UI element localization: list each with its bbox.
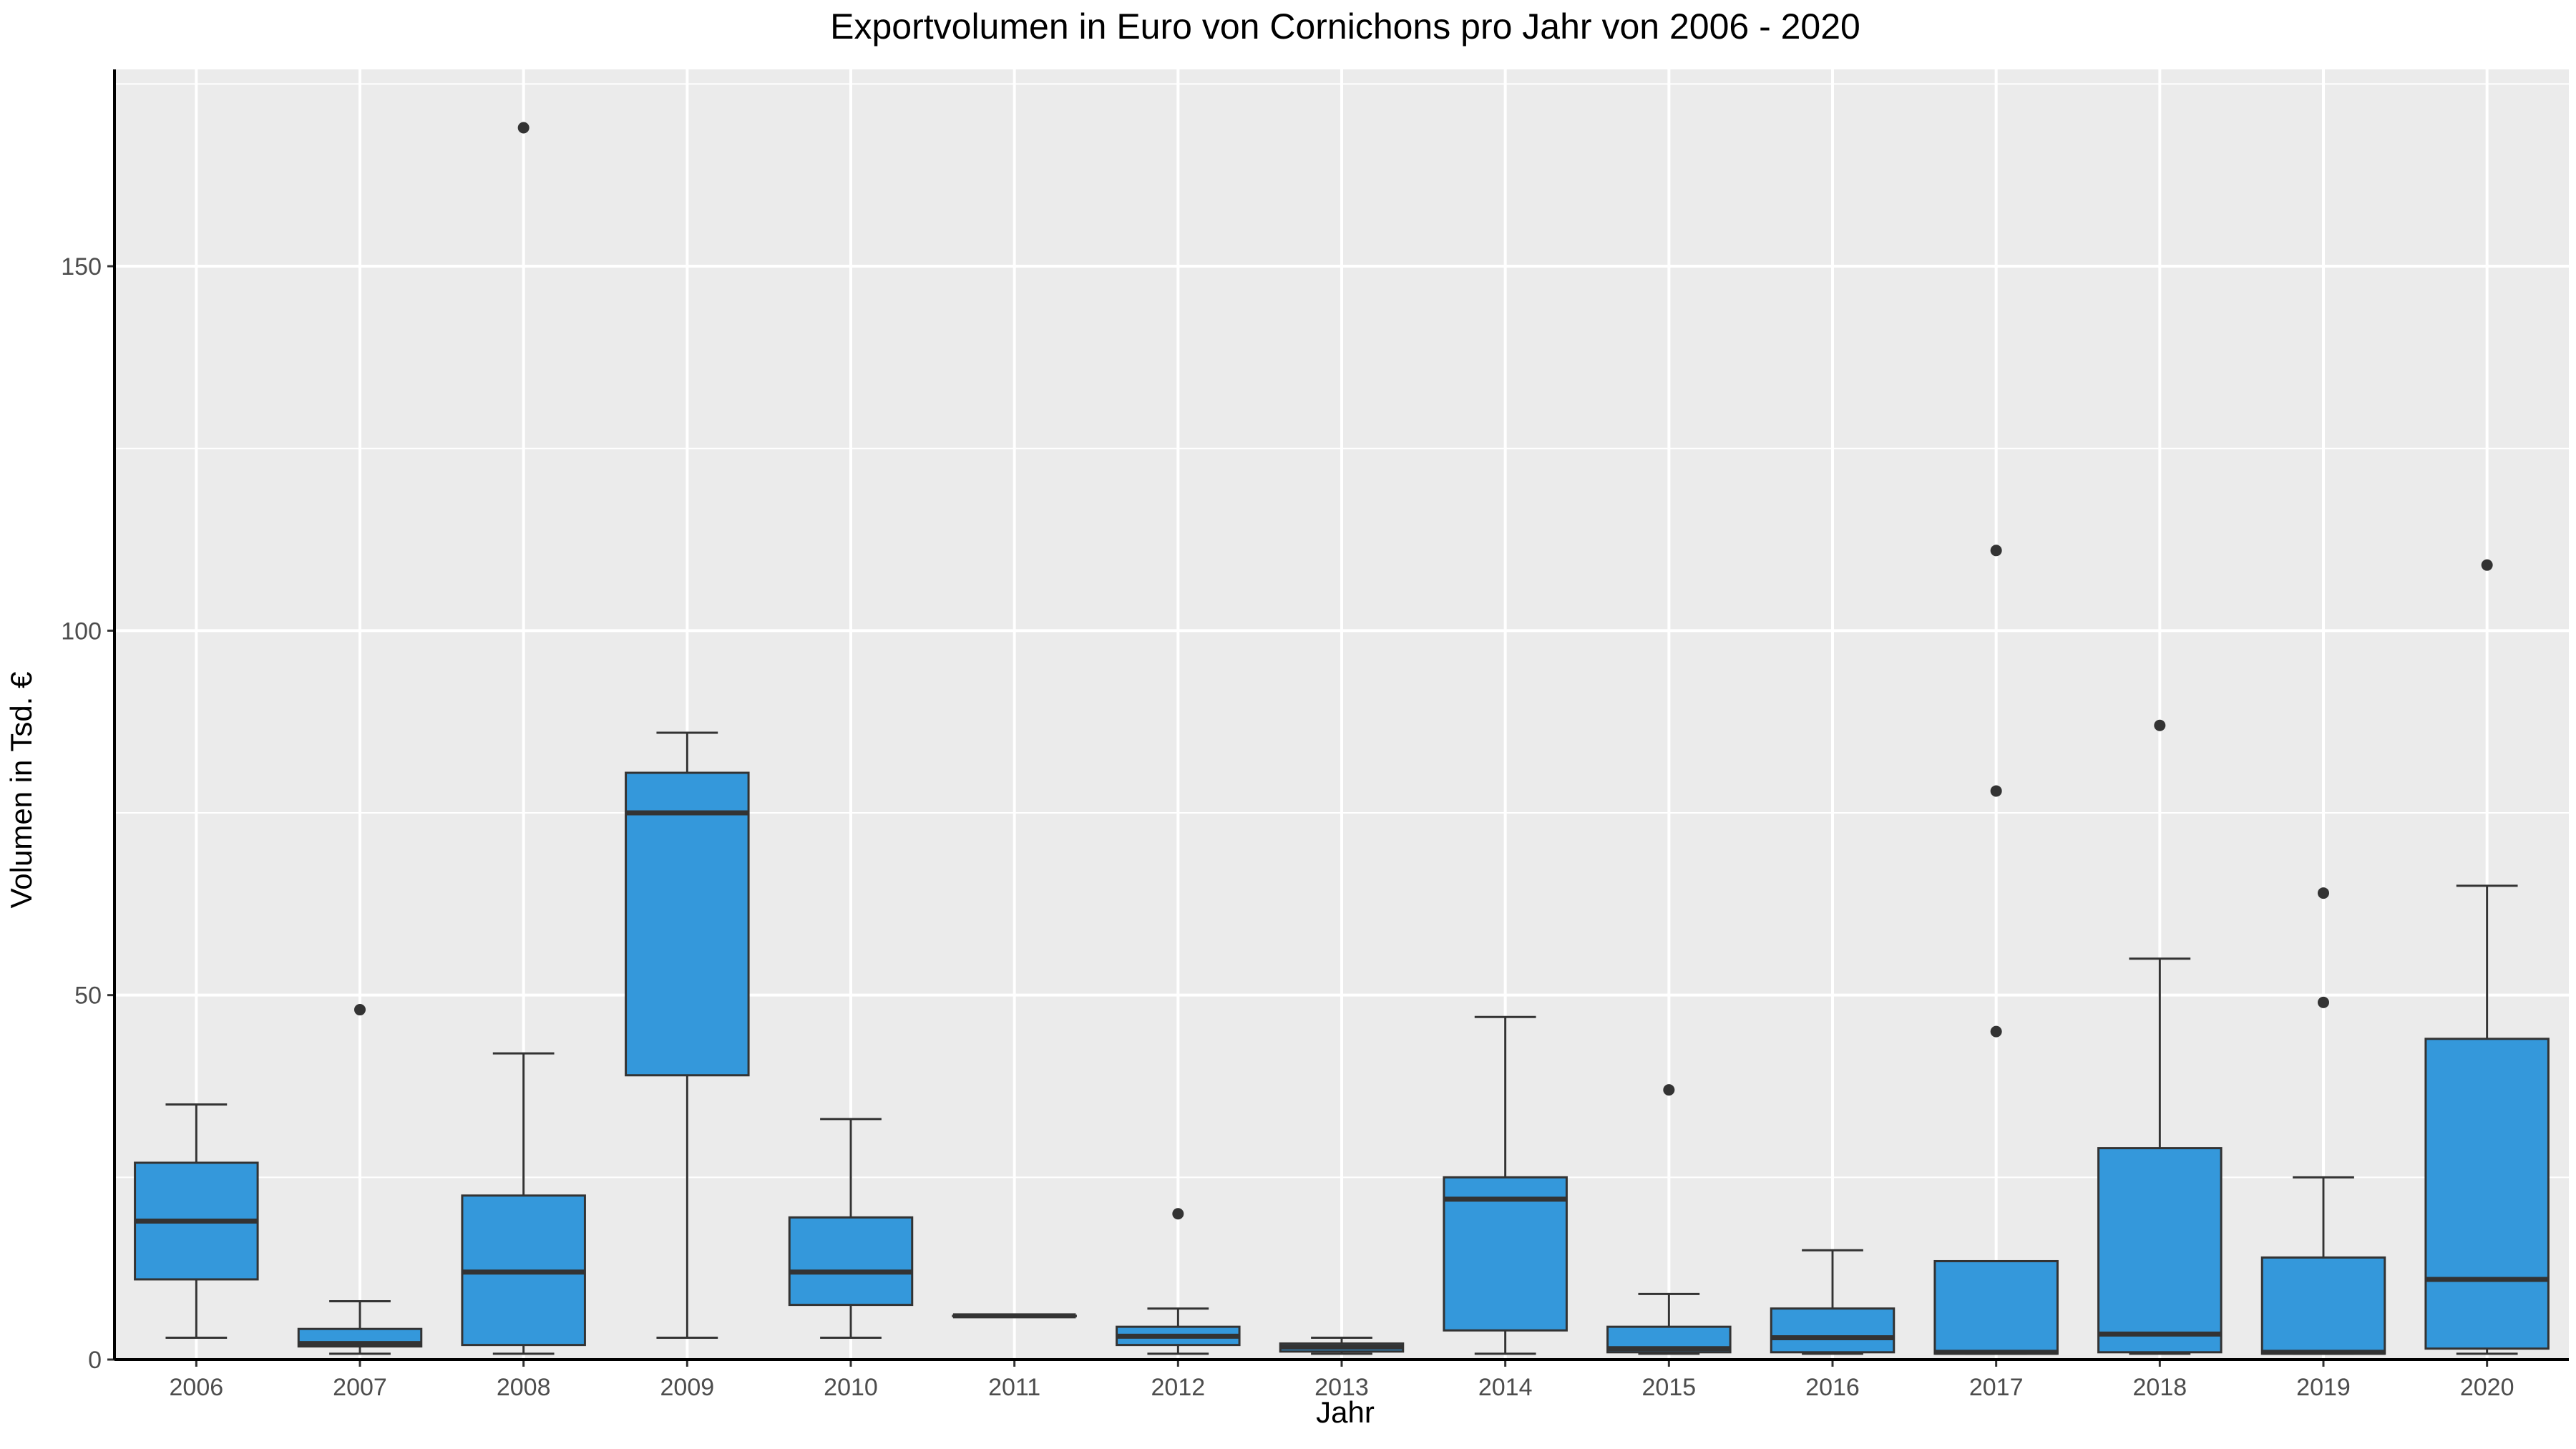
y-tick-label: 150 — [61, 253, 102, 280]
x-tick-label: 2016 — [1805, 1374, 1860, 1401]
x-tick-label: 2015 — [1642, 1374, 1697, 1401]
chart-title: Exportvolumen in Euro von Cornichons pro… — [830, 6, 1860, 47]
x-tick-label: 2007 — [333, 1374, 387, 1401]
box-2014 — [1443, 1176, 1568, 1332]
outlier-point — [2481, 559, 2493, 571]
box-2009 — [625, 771, 750, 1077]
x-tick-label: 2011 — [988, 1374, 1040, 1401]
y-tick-label: 0 — [88, 1347, 102, 1374]
box-2016 — [1770, 1307, 1896, 1354]
box-2017 — [1933, 1259, 2059, 1355]
outlier-point — [2318, 996, 2329, 1008]
x-tick-label: 2009 — [660, 1374, 715, 1401]
x-tick-label: 2019 — [2296, 1374, 2351, 1401]
x-tick-label: 2008 — [497, 1374, 551, 1401]
outlier-point — [2318, 887, 2329, 899]
x-tick-label: 2006 — [170, 1374, 224, 1401]
x-tick-label: 2014 — [1478, 1374, 1533, 1401]
x-tick-label: 2017 — [1969, 1374, 2024, 1401]
outlier-point — [1172, 1208, 1184, 1220]
y-tick-label: 100 — [61, 618, 102, 645]
outlier-point — [1990, 785, 2002, 797]
outlier-point — [2154, 719, 2166, 731]
x-tick-label: 2012 — [1151, 1374, 1206, 1401]
outlier-point — [1663, 1084, 1675, 1096]
x-tick-label: 2013 — [1314, 1374, 1369, 1401]
box-2020 — [2424, 1038, 2550, 1350]
x-tick-label: 2010 — [824, 1374, 878, 1401]
outlier-point — [1990, 1025, 2002, 1038]
outlier-point — [517, 122, 530, 134]
outlier-point — [1990, 545, 2002, 557]
x-tick-label: 2020 — [2460, 1374, 2514, 1401]
x-tick-label: 2018 — [2133, 1374, 2187, 1401]
box-2010 — [788, 1216, 914, 1307]
y-tick-label: 50 — [74, 982, 102, 1010]
box-2019 — [2260, 1256, 2386, 1355]
box-2018 — [2097, 1147, 2223, 1354]
outlier-point — [354, 1004, 366, 1016]
x-axis-label: Jahr — [1316, 1395, 1375, 1429]
